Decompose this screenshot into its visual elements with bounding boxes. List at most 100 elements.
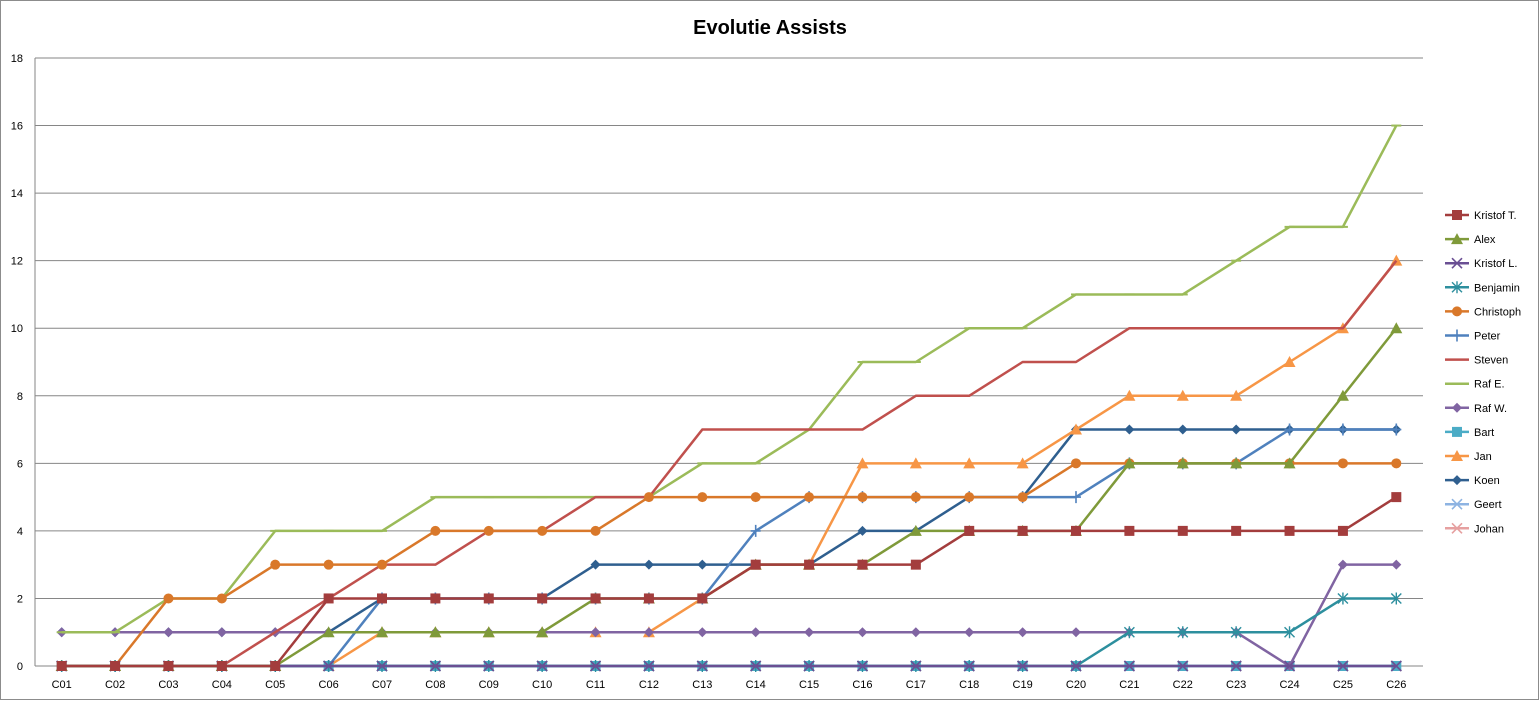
x-tick-label: C08 (425, 679, 445, 691)
data-point (1017, 627, 1028, 638)
legend-label: Geert (1474, 499, 1502, 511)
data-point (483, 525, 494, 536)
legend-label: Johan (1474, 523, 1504, 535)
data-point (750, 524, 761, 537)
data-point (697, 593, 708, 604)
data-point (1071, 627, 1081, 638)
data-point (56, 661, 67, 671)
legend-swatch-marker (1451, 257, 1463, 269)
x-tick-label: C17 (906, 679, 926, 691)
data-point (964, 492, 975, 503)
data-point (964, 525, 975, 536)
series-line (61, 124, 1398, 634)
data-point (270, 661, 281, 671)
x-axis-ticks: C01 C02 C03 C04 C05 C06 C07 C08 C09 C10 C11 C12 C13 C… (52, 679, 1407, 691)
legend-swatch-marker (1451, 522, 1463, 534)
data-point (270, 559, 281, 570)
data-point (910, 627, 921, 638)
data-point (750, 559, 761, 570)
legend-label: Steven (1474, 355, 1508, 367)
y-tick-label: 14 (11, 188, 23, 200)
data-point (1177, 660, 1189, 672)
data-point (963, 660, 975, 672)
legend-label: Peter (1474, 331, 1501, 343)
data-point (1390, 660, 1402, 672)
data-point (750, 492, 761, 503)
data-point (1283, 457, 1296, 469)
legend-label: Bart (1474, 427, 1494, 439)
legend-swatch-marker (1452, 329, 1462, 342)
x-tick-label: C01 (52, 679, 72, 691)
data-point (1337, 458, 1348, 469)
x-tick-label: C26 (1386, 679, 1406, 691)
legend-swatch-marker (1451, 281, 1463, 294)
data-point (1390, 322, 1403, 334)
legend-swatch-marker (1452, 426, 1462, 437)
x-tick-label: C09 (479, 679, 499, 691)
data-point (643, 492, 654, 503)
data-point (1337, 559, 1348, 570)
x-tick-label: C18 (959, 679, 979, 691)
data-point (1176, 457, 1189, 469)
data-point (1017, 660, 1029, 672)
legend-swatch-marker (1452, 210, 1462, 220)
data-point (857, 559, 868, 570)
data-point (1337, 592, 1349, 605)
data-point (643, 559, 654, 570)
data-point (1124, 424, 1135, 435)
data-point (322, 626, 335, 638)
data-point (910, 559, 921, 570)
gridlines (34, 57, 1423, 667)
data-point (1230, 389, 1243, 401)
data-point (429, 626, 442, 638)
legend-item: Christoph (1445, 306, 1521, 318)
data-point (1284, 626, 1296, 639)
legend-item: Jan (1445, 450, 1492, 463)
data-point (1177, 424, 1188, 435)
x-tick-label: C10 (532, 679, 552, 691)
y-tick-label: 4 (17, 526, 23, 538)
data-point (429, 660, 441, 672)
y-tick-label: 0 (17, 661, 23, 673)
data-point (1337, 525, 1348, 536)
x-tick-label: C06 (319, 679, 339, 691)
legend-item: Benjamin (1445, 281, 1520, 294)
data-point (1391, 492, 1402, 503)
data-point (1284, 525, 1295, 536)
y-axis-ticks: 0 2 4 6 8 10 12 14 16 18 (11, 53, 23, 673)
data-point (909, 524, 922, 536)
x-tick-label: C23 (1226, 679, 1246, 691)
data-point (804, 559, 815, 570)
legend-item: Koen (1445, 475, 1500, 487)
data-point (910, 660, 922, 672)
data-point (536, 626, 549, 638)
data-point (803, 660, 815, 672)
legend-label: Kristof T. (1474, 210, 1517, 222)
data-point (1337, 423, 1348, 436)
data-point (1230, 626, 1242, 639)
legend-swatch-marker (1451, 498, 1463, 510)
data-point (483, 660, 495, 672)
data-point (483, 593, 494, 604)
data-point (590, 525, 601, 536)
data-point (964, 627, 975, 638)
legend-item: Raf W. (1445, 402, 1507, 415)
data-point (376, 660, 388, 672)
data-point (697, 627, 708, 638)
series-line (61, 259, 1398, 668)
data-point (590, 559, 601, 570)
x-tick-label: C03 (158, 679, 178, 691)
x-tick-label: C25 (1333, 679, 1353, 691)
data-point (377, 559, 387, 570)
data-point (910, 492, 921, 503)
data-point (1391, 458, 1402, 469)
series-peter (56, 423, 1402, 672)
series-kristof-t (56, 492, 1402, 671)
data-point (590, 627, 601, 638)
legend-swatch-marker (1451, 450, 1463, 461)
x-tick-label: C02 (105, 679, 125, 691)
data-point (537, 593, 548, 604)
series-line (61, 563, 1397, 668)
